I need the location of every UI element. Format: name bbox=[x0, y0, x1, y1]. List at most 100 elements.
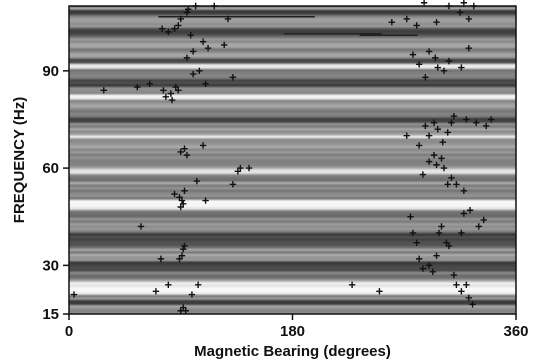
data-point bbox=[202, 197, 209, 204]
data-point bbox=[199, 38, 207, 45]
data-point bbox=[409, 51, 417, 58]
data-point bbox=[204, 44, 212, 52]
data-point bbox=[415, 61, 423, 68]
y-tick-label: 60 bbox=[42, 160, 59, 177]
data-point bbox=[460, 0, 468, 6]
data-point bbox=[466, 207, 474, 214]
data-point bbox=[463, 116, 470, 123]
data-point bbox=[465, 44, 473, 52]
data-point bbox=[463, 281, 470, 289]
data-point bbox=[158, 25, 166, 32]
data-point bbox=[175, 87, 182, 94]
x-tick-label: 360 bbox=[503, 323, 528, 340]
data-point bbox=[178, 197, 186, 204]
data-point bbox=[429, 268, 437, 276]
data-point bbox=[434, 126, 441, 133]
data-point bbox=[70, 291, 78, 298]
data-point bbox=[422, 74, 429, 81]
data-point bbox=[180, 200, 187, 207]
data-point bbox=[183, 9, 191, 16]
data-point bbox=[177, 148, 184, 156]
data-point bbox=[458, 64, 465, 71]
data-point bbox=[177, 203, 184, 211]
data-point bbox=[413, 239, 420, 246]
data-point bbox=[460, 210, 468, 217]
data-point bbox=[440, 67, 448, 75]
data-point bbox=[433, 161, 440, 169]
data-point bbox=[487, 116, 495, 123]
data-point bbox=[175, 22, 182, 29]
data-point bbox=[180, 245, 187, 253]
data-point bbox=[435, 229, 443, 237]
data-point bbox=[413, 22, 420, 29]
spectrogram-background bbox=[69, 6, 516, 314]
data-point bbox=[425, 158, 433, 165]
x-axis-title: Magnetic Bearing (degrees) bbox=[194, 343, 391, 360]
data-point bbox=[193, 177, 201, 185]
data-point bbox=[480, 216, 487, 224]
data-point bbox=[168, 96, 176, 104]
data-point bbox=[183, 151, 191, 159]
data-point bbox=[403, 15, 410, 23]
data-point bbox=[473, 119, 480, 126]
data-point bbox=[165, 281, 172, 289]
data-point bbox=[445, 57, 453, 65]
data-point bbox=[176, 194, 183, 201]
data-point bbox=[448, 174, 455, 182]
data-point bbox=[453, 281, 460, 289]
data-point bbox=[172, 83, 179, 91]
data-point bbox=[171, 25, 178, 32]
data-point bbox=[202, 80, 209, 88]
data-point bbox=[194, 281, 202, 289]
data-point bbox=[176, 255, 183, 263]
data-point bbox=[245, 164, 253, 172]
data-point bbox=[185, 6, 192, 13]
data-point bbox=[433, 19, 440, 26]
data-point bbox=[134, 83, 141, 91]
data-point bbox=[180, 304, 187, 311]
data-point bbox=[425, 48, 433, 55]
data-point bbox=[146, 80, 153, 88]
data-point bbox=[407, 213, 414, 220]
data-point bbox=[409, 229, 417, 237]
data-point bbox=[160, 87, 167, 94]
data-point bbox=[187, 31, 194, 39]
data-point bbox=[388, 19, 396, 26]
data-point bbox=[445, 242, 453, 250]
data-point bbox=[403, 132, 410, 139]
data-point bbox=[183, 54, 191, 62]
data-point bbox=[433, 252, 440, 259]
data-point bbox=[229, 74, 237, 81]
data-point bbox=[432, 54, 439, 62]
data-point bbox=[440, 164, 448, 172]
data-point bbox=[453, 181, 460, 188]
y-tick-label: 15 bbox=[42, 306, 59, 323]
data-point bbox=[229, 181, 237, 188]
data-point bbox=[181, 187, 188, 194]
data-point bbox=[165, 28, 172, 36]
spectrogram-streaks bbox=[158, 16, 418, 37]
data-point bbox=[376, 288, 383, 295]
data-point bbox=[460, 187, 468, 194]
y-tick-label: 90 bbox=[42, 63, 59, 80]
data-point bbox=[189, 70, 197, 78]
data-point bbox=[475, 223, 482, 230]
data-point bbox=[162, 93, 170, 100]
data-point bbox=[189, 48, 197, 55]
y-axis-title: FREQUENCY (Hz) bbox=[11, 97, 28, 223]
data-point bbox=[425, 132, 433, 139]
data-point bbox=[237, 164, 244, 172]
y-axis-ticks: 15 30 60 90 bbox=[42, 63, 69, 323]
data-point bbox=[234, 168, 242, 175]
data-point bbox=[444, 129, 451, 136]
data-point bbox=[152, 288, 160, 295]
data-point bbox=[430, 151, 438, 159]
data-points bbox=[70, 0, 495, 314]
data-point bbox=[157, 255, 165, 263]
data-point bbox=[434, 64, 441, 71]
data-point bbox=[448, 119, 455, 126]
data-point bbox=[171, 190, 178, 198]
data-point bbox=[465, 15, 473, 23]
data-point bbox=[438, 223, 445, 230]
